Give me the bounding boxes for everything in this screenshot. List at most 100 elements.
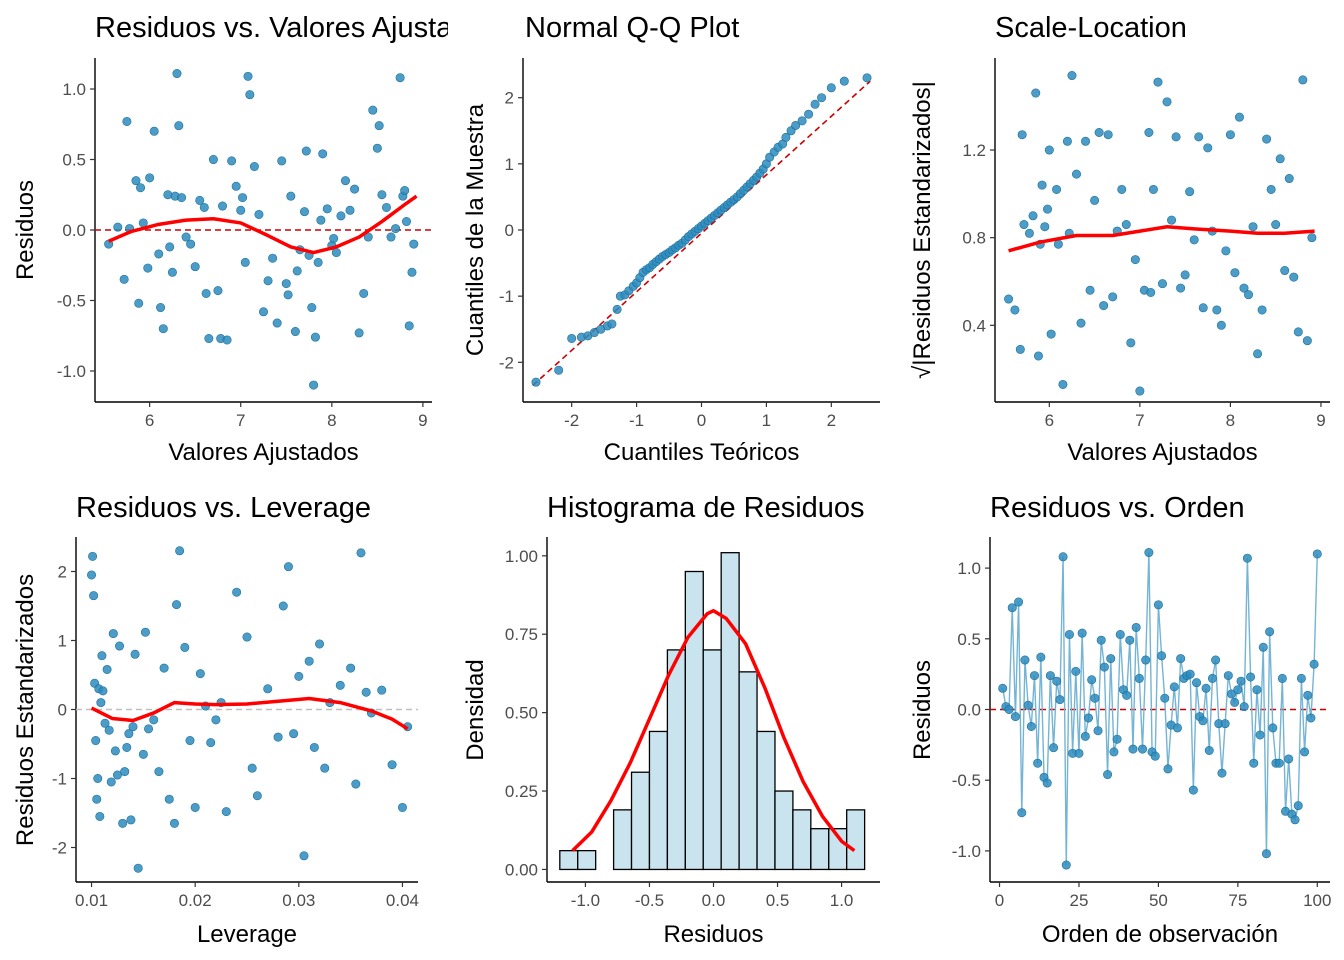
data-point <box>1046 329 1056 339</box>
data-point <box>1158 279 1168 289</box>
histogram-bar <box>648 730 669 871</box>
data-point <box>862 73 872 83</box>
data-point <box>301 146 311 156</box>
panel-6: Residuos vs. Orden 0 25 50 75 100 -1.0 -0.5 0.0 0… <box>909 492 1331 948</box>
data-point <box>1015 344 1025 354</box>
data-point <box>118 818 128 828</box>
x-tick-label: 6 <box>1045 411 1054 430</box>
smooth-curve <box>107 194 418 255</box>
data-point <box>329 233 339 243</box>
data-point <box>245 90 255 100</box>
x-tick-label: 0.04 <box>386 891 419 910</box>
y-tick-label: 0 <box>505 221 514 240</box>
data-point <box>401 217 411 227</box>
histogram-bar <box>756 730 776 871</box>
data-point <box>98 686 108 696</box>
data-point <box>222 335 232 345</box>
data-point <box>1134 673 1144 683</box>
panel-1: Residuos vs. Valores Ajustados 6 7 8 9 -1.0 -0… <box>12 12 448 466</box>
data-point <box>190 262 200 272</box>
data-point <box>1268 723 1278 733</box>
data-point <box>381 202 391 212</box>
smooth-curve <box>90 696 409 731</box>
data-point <box>1307 233 1317 243</box>
data-point <box>167 267 177 277</box>
data-point <box>1236 676 1246 686</box>
data-point <box>1198 303 1208 313</box>
y-tick-label: -2 <box>499 353 514 372</box>
data-point <box>1246 672 1256 682</box>
y-tick-label: 0.0 <box>957 701 981 720</box>
data-point <box>1302 336 1312 346</box>
data-point <box>1085 285 1095 295</box>
data-point <box>377 685 387 695</box>
chart-title: Normal Q-Q Plot <box>525 12 739 44</box>
data-point <box>1249 758 1259 768</box>
data-point <box>273 732 283 742</box>
data-point <box>281 279 291 289</box>
data-point <box>1167 215 1177 225</box>
histogram-bar <box>630 771 651 871</box>
data-point <box>322 204 332 214</box>
data-point <box>128 722 138 732</box>
data-point <box>286 191 296 201</box>
x-tick-label: 100 <box>1303 891 1331 910</box>
data-point <box>1074 748 1084 758</box>
data-point <box>1239 702 1249 712</box>
data-point <box>304 656 314 666</box>
data-point <box>186 239 196 249</box>
data-point <box>361 687 371 697</box>
data-point <box>115 641 125 651</box>
data-point <box>1115 630 1125 640</box>
data-point <box>96 698 106 708</box>
data-point <box>1099 662 1109 672</box>
data-point <box>174 121 184 131</box>
data-point <box>190 802 200 812</box>
data-point <box>1090 693 1100 703</box>
data-point <box>289 729 299 739</box>
data-point <box>1103 130 1113 140</box>
data-point <box>1141 655 1151 665</box>
data-point <box>607 319 617 329</box>
data-point <box>1045 671 1055 681</box>
x-tick-label: 2 <box>827 411 836 430</box>
data-point <box>309 742 319 752</box>
data-point <box>1180 270 1190 280</box>
data-point <box>1052 676 1062 686</box>
data-point <box>1023 700 1033 710</box>
data-point <box>309 380 319 390</box>
y-tick-label: 0 <box>58 701 67 720</box>
y-tick-label: 2 <box>505 89 514 108</box>
data-point <box>199 202 209 212</box>
data-point <box>1280 266 1290 276</box>
data-point <box>377 190 387 200</box>
data-point <box>826 83 836 93</box>
data-point <box>1033 758 1043 768</box>
data-point <box>263 684 273 694</box>
data-point <box>1081 136 1091 146</box>
series-line <box>1002 552 1318 866</box>
data-point <box>531 377 541 387</box>
histogram-bar <box>559 849 579 871</box>
data-point <box>1290 815 1300 825</box>
data-point <box>839 76 849 86</box>
data-point <box>1004 294 1014 304</box>
data-point <box>294 671 304 681</box>
data-point <box>810 99 820 109</box>
data-point <box>1248 222 1258 232</box>
data-point <box>278 601 288 611</box>
chart-title: Scale-Location <box>995 12 1187 44</box>
data-point <box>1271 220 1281 230</box>
data-point <box>258 307 268 317</box>
y-tick-label: 1.0 <box>62 80 86 99</box>
data-point <box>227 156 237 166</box>
data-point <box>1044 145 1054 155</box>
data-point <box>1226 689 1236 699</box>
data-point <box>1055 695 1065 705</box>
data-point <box>299 851 309 861</box>
data-point <box>1198 716 1208 726</box>
data-point <box>386 232 396 242</box>
data-point <box>1293 327 1303 337</box>
data-point <box>1010 305 1020 315</box>
data-point <box>1265 627 1275 637</box>
